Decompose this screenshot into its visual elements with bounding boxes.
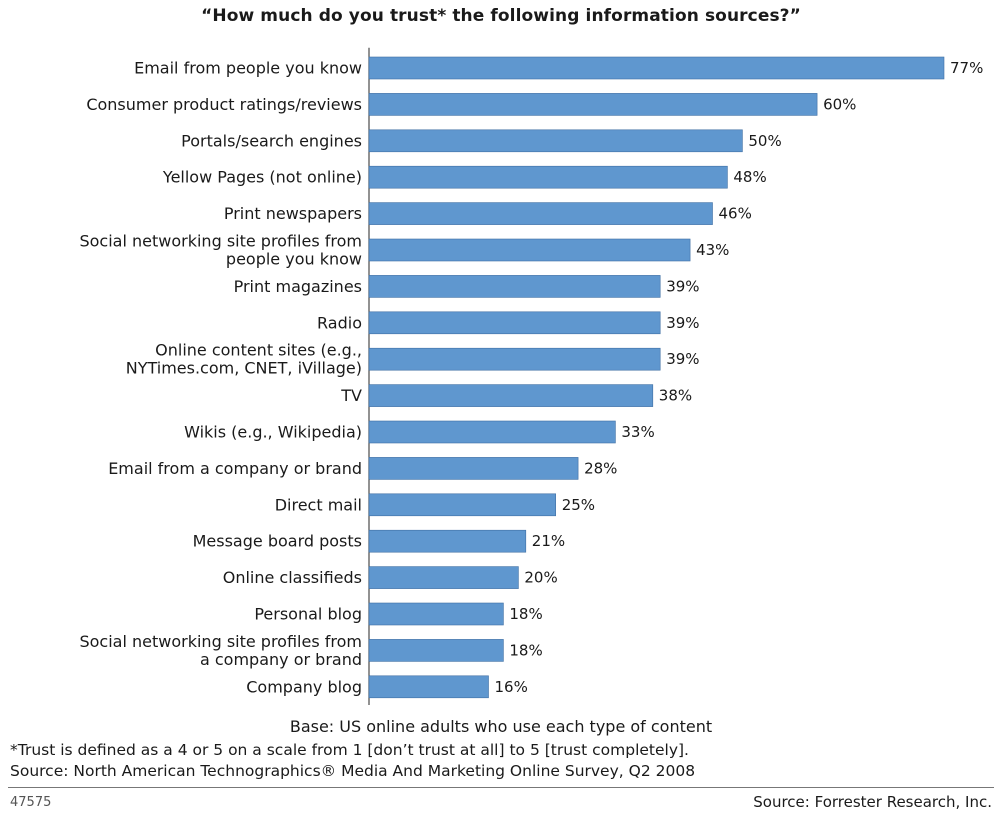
bar: [368, 384, 654, 407]
footer-source: Source: Forrester Research, Inc.: [753, 793, 992, 811]
bar-value-label: 60%: [823, 95, 856, 113]
bar-value-label: 39%: [666, 314, 699, 332]
category-label-line: Yellow Pages (not online): [162, 168, 362, 187]
category-label-line: Wikis (e.g., Wikipedia): [184, 423, 362, 442]
category-label-line: Company blog: [246, 677, 362, 696]
category-label-line: Print magazines: [234, 277, 362, 296]
category-label: Wikis (e.g., Wikipedia): [184, 423, 362, 442]
footer-divider: [8, 787, 994, 788]
bar: [368, 93, 818, 116]
category-label-line: Direct mail: [275, 495, 362, 514]
bar-value-label: 16%: [495, 678, 528, 696]
bar: [368, 457, 579, 480]
chart-id: 47575: [10, 795, 52, 810]
bar: [368, 529, 527, 553]
category-label-line: Social networking site profiles from: [79, 632, 362, 651]
bar: [368, 420, 616, 444]
bar-value-label: 25%: [562, 496, 595, 514]
category-label: Print newspapers: [224, 204, 362, 223]
bar-value-label: 18%: [509, 605, 542, 623]
category-label: Portals/search engines: [181, 131, 362, 150]
bar-value-label: 20%: [524, 569, 557, 587]
category-label: Email from a company or brand: [108, 459, 362, 478]
base-note: Base: US online adults who use each type…: [289, 717, 713, 736]
bar-value-label: 46%: [719, 205, 752, 223]
bar-value-label: 28%: [584, 459, 617, 477]
category-label-line: Personal blog: [254, 605, 362, 624]
trust-definition-note: *Trust is defined as a 4 or 5 on a scale…: [10, 741, 689, 759]
category-label-line: Portals/search engines: [181, 131, 362, 150]
category-label: Online classifieds: [223, 568, 362, 587]
bar-value-label: 38%: [659, 387, 692, 405]
category-label: Social networking site profiles from peop…: [79, 232, 362, 269]
category-label: Radio: [317, 313, 362, 332]
category-label-line: TV: [340, 386, 362, 405]
bar: [368, 275, 661, 298]
category-label-line: Social networking site profiles from: [79, 232, 362, 251]
bar: [368, 56, 945, 80]
bar-chart: 77% Email from people you know 60% Consumer…: [79, 47, 983, 705]
bar-value-label: 33%: [621, 423, 654, 441]
bar: [368, 202, 713, 225]
chart-title: “How much do you trust* the following in…: [201, 6, 801, 26]
category-label-line: Consumer product ratings/reviews: [86, 95, 362, 114]
category-label-line: NYTimes.com, CNET, iVillage): [126, 359, 362, 378]
category-label: Message board posts: [193, 532, 362, 551]
bar: [368, 566, 519, 589]
category-label: Direct mail: [275, 495, 362, 514]
category-label-line: Radio: [317, 313, 362, 332]
bar-value-label: 48%: [733, 168, 766, 186]
bar-value-label: 39%: [666, 277, 699, 295]
category-label: Consumer product ratings/reviews: [86, 95, 362, 114]
survey-source-note: Source: North American Technographics® M…: [10, 762, 696, 780]
bar: [368, 675, 489, 699]
bar: [368, 311, 661, 335]
bar: [368, 129, 743, 153]
category-label-line: Email from people you know: [134, 59, 362, 78]
category-label: Company blog: [246, 677, 362, 696]
bar-value-label: 77%: [950, 59, 983, 77]
bar-value-label: 21%: [532, 532, 565, 550]
category-label-line: Online content sites (e.g.,: [155, 341, 362, 360]
category-label: Email from people you know: [134, 59, 362, 78]
category-label-line: Email from a company or brand: [108, 459, 362, 478]
bar: [368, 238, 691, 262]
bar: [368, 602, 504, 626]
category-label: Yellow Pages (not online): [162, 168, 362, 187]
bar-value-label: 50%: [748, 132, 781, 150]
category-label-line: Message board posts: [193, 532, 362, 551]
bar: [368, 639, 504, 662]
bar: [368, 493, 556, 517]
category-label-line: people you know: [226, 250, 362, 269]
bar-value-label: 43%: [696, 241, 729, 259]
category-label-line: Online classifieds: [223, 568, 362, 587]
category-label: Online content sites (e.g., NYTimes.com, …: [126, 341, 362, 378]
bar-value-label: 18%: [509, 641, 542, 659]
category-label: Print magazines: [234, 277, 362, 296]
category-label: Social networking site profiles from a co…: [79, 632, 362, 669]
bar-value-label: 39%: [666, 350, 699, 368]
bar: [368, 165, 728, 189]
category-label: Personal blog: [254, 605, 362, 624]
bar: [368, 347, 661, 371]
category-label-line: Print newspapers: [224, 204, 362, 223]
category-label-line: a company or brand: [200, 650, 362, 669]
category-label: TV: [340, 386, 362, 405]
